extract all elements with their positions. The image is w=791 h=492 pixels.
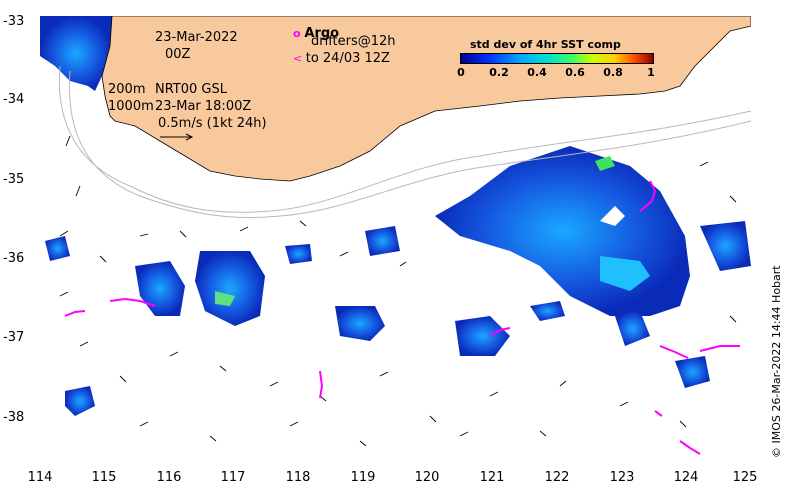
colorbar-tick: 0.4	[527, 66, 547, 79]
y-tick: -36	[3, 251, 25, 266]
x-tick: 114	[27, 470, 53, 485]
drifters-to-label: < to 24/03 12Z	[293, 51, 390, 66]
legend-title: std dev of 4hr SST comp	[470, 38, 621, 51]
credit-label: © IMOS 26-Mar-2022 14:44 Hobart	[770, 265, 783, 458]
x-tick: 120	[414, 470, 440, 485]
y-tick: -38	[3, 410, 25, 425]
y-tick: -33	[3, 14, 25, 29]
x-tick: 121	[479, 470, 505, 485]
colorbar-tick: 0.2	[489, 66, 509, 79]
drifter-tracks	[64, 180, 740, 455]
y-tick: -34	[3, 92, 25, 107]
nrt-time-label: 23-Mar 18:00Z	[155, 99, 252, 114]
argo-label: o Argo	[293, 26, 340, 41]
x-tick: 119	[350, 470, 376, 485]
scale-label: 0.5m/s (1kt 24h)	[158, 116, 267, 131]
map-panel[interactable]	[40, 16, 751, 458]
drifters-label: drifters@12h	[311, 34, 396, 49]
sst-stddev-patches	[40, 16, 751, 416]
x-tick: 117	[220, 470, 246, 485]
colorbar-tick: 1	[647, 66, 655, 79]
y-tick: -37	[3, 330, 25, 345]
hour-label: 00Z	[165, 47, 191, 62]
current-vectors	[59, 135, 737, 447]
map-canvas	[40, 16, 751, 455]
x-tick: 122	[544, 470, 570, 485]
nrt-label: NRT00 GSL	[155, 82, 227, 97]
colorbar-tick: 0	[457, 66, 465, 79]
scale-arrow	[160, 133, 194, 141]
colorbar-tick: 0.6	[565, 66, 585, 79]
x-tick: 116	[156, 470, 182, 485]
colorbar	[460, 53, 654, 64]
date-label: 23-Mar-2022	[155, 30, 238, 45]
x-tick: 118	[285, 470, 311, 485]
depth-1000-label: 1000m	[108, 99, 154, 114]
depth-contours	[58, 65, 751, 219]
x-tick: 124	[673, 470, 699, 485]
x-tick: 125	[732, 470, 758, 485]
depth-200-label: 200m	[108, 82, 146, 97]
x-tick: 123	[609, 470, 635, 485]
x-tick: 115	[91, 470, 117, 485]
argo-marker-icon: o	[293, 27, 305, 40]
colorbar-tick: 0.8	[603, 66, 623, 79]
y-tick: -35	[3, 172, 25, 187]
drifter-arrow-icon: <	[293, 52, 306, 65]
